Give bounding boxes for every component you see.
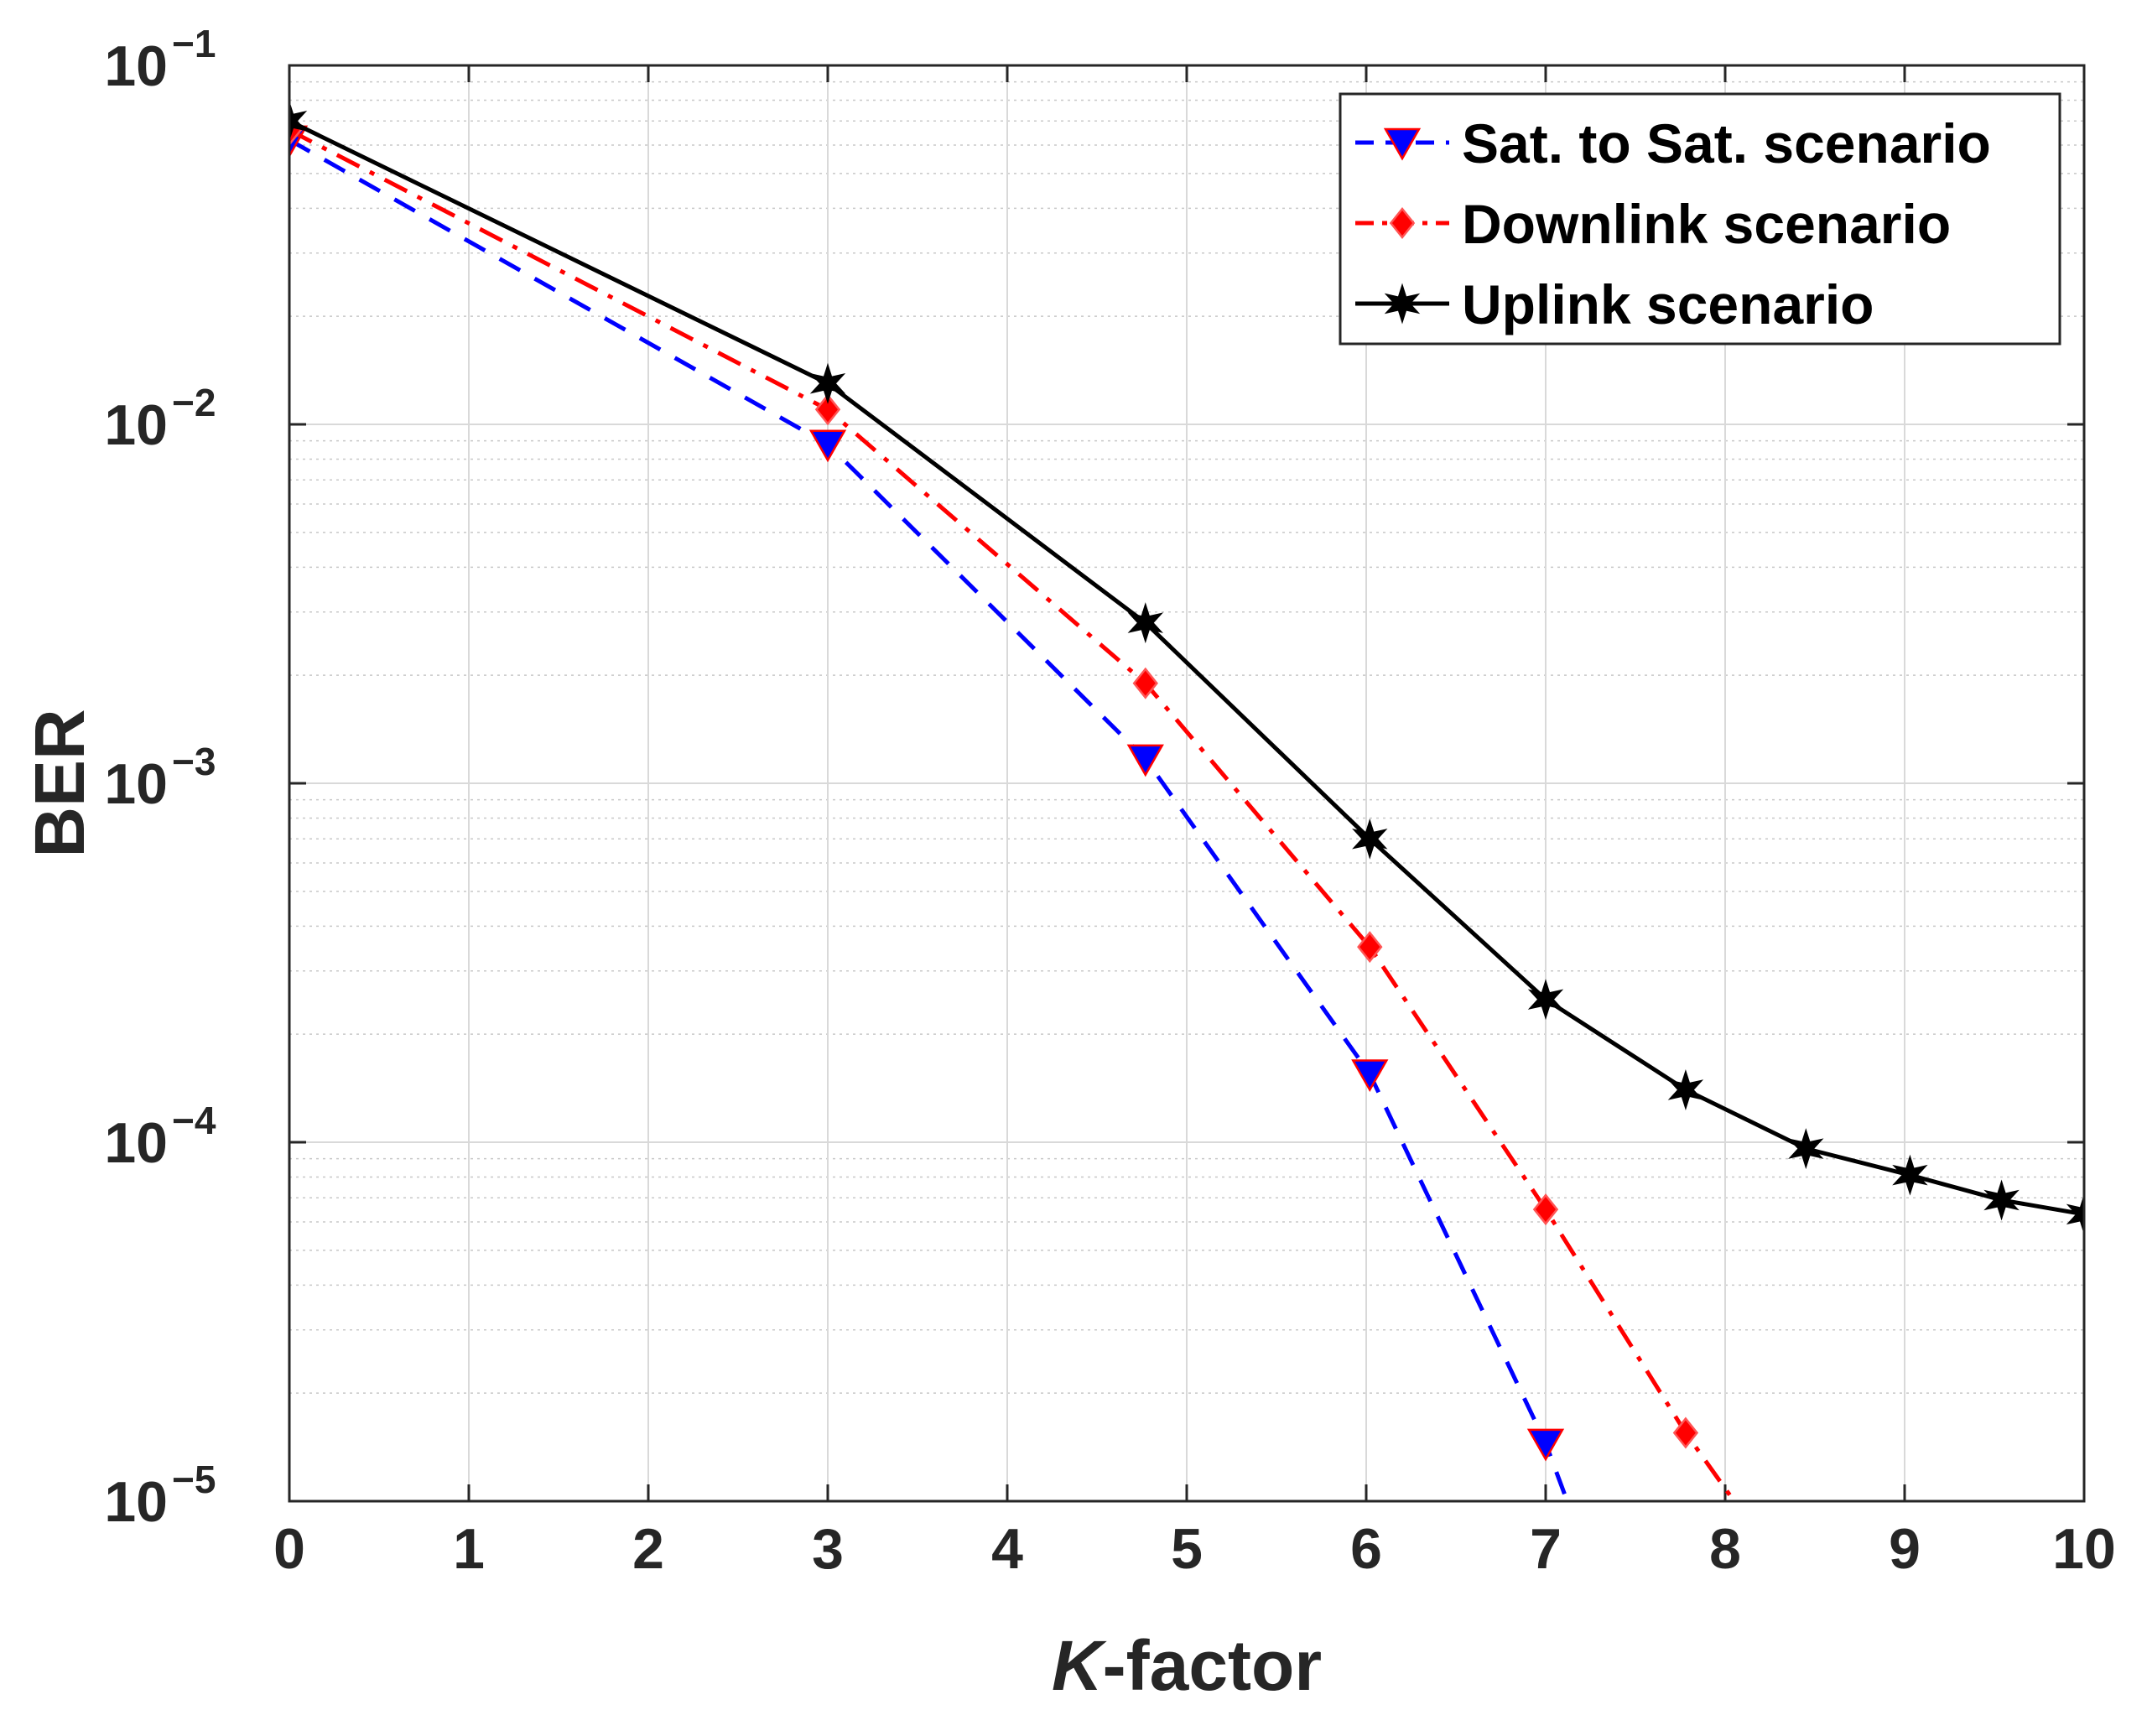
data-point (1892, 1154, 1928, 1196)
legend-label: Uplink scenario (1462, 273, 1874, 335)
data-point (1532, 1193, 1559, 1226)
data-point (1788, 1128, 1824, 1170)
legend-marker (1383, 127, 1422, 161)
legend-label: Sat. to Sat. scenario (1462, 112, 1991, 174)
x-tick-label: 5 (1171, 1517, 1203, 1581)
star-marker (1892, 1154, 1928, 1196)
data-point (1983, 1179, 2020, 1221)
data-point (808, 429, 847, 463)
y-tick-base: 10 (104, 34, 168, 98)
star-marker (1352, 818, 1388, 860)
y-tick-base: 10 (104, 1111, 168, 1175)
data-point (1672, 1416, 1699, 1449)
triangle-marker (1526, 1428, 1565, 1462)
x-tick-label: 10 (2052, 1517, 2116, 1581)
y-tick-exponent: −4 (172, 1099, 216, 1142)
diamond-marker (1357, 931, 1383, 964)
star-marker (809, 362, 846, 404)
data-point (1126, 744, 1164, 777)
y-tick-label: 10 (104, 34, 168, 98)
star-marker (1384, 283, 1421, 325)
y-tick-base: 10 (104, 1470, 168, 1534)
legend-box (1339, 92, 2061, 346)
x-tick-label: 3 (812, 1517, 844, 1581)
data-point (1127, 602, 1163, 644)
x-tick-label: 1 (453, 1517, 485, 1581)
legend-marker (1384, 283, 1421, 325)
data-point (289, 100, 308, 142)
data-point (1357, 931, 1383, 964)
star-marker (289, 100, 308, 142)
data-point (1352, 818, 1388, 860)
star-marker (1527, 979, 1564, 1021)
legend-marker (1389, 206, 1416, 240)
triangle-marker (1126, 744, 1164, 777)
star-marker (1983, 1179, 2020, 1221)
y-tick-exponent: −1 (172, 22, 216, 65)
x-tick-labels: 0 1 2 3 4 5 6 7 8 9 10 (273, 1517, 2116, 1581)
data-point (1527, 979, 1564, 1021)
y-tick-label: 10 (104, 752, 168, 816)
series-3 (289, 100, 2084, 1235)
star-marker (2066, 1193, 2084, 1235)
star-marker (1667, 1068, 1704, 1110)
legend-label: Downlink scenario (1462, 193, 1951, 255)
data-point (1351, 1059, 1389, 1093)
diamond-marker (1532, 1193, 1559, 1226)
y-tick-exponent: −3 (172, 740, 216, 783)
legend-item: Downlink scenario (1355, 193, 1951, 255)
series-line (289, 119, 2084, 1217)
data-point (2066, 1193, 2084, 1235)
triangle-marker (1351, 1059, 1389, 1093)
y-axis-title: BER (20, 709, 99, 857)
x-axis-title-italic: K (1052, 1626, 1107, 1705)
data-point (809, 362, 846, 404)
y-tick-label: 10 (104, 1470, 168, 1534)
diamond-marker (814, 393, 841, 426)
y-tick-label: 10 (104, 1111, 168, 1175)
y-tick-exponent: −2 (172, 381, 216, 424)
star-marker (1788, 1128, 1824, 1170)
series-1 (289, 125, 1570, 1501)
y-tick-labels: 10−110−210−310−410−5 (104, 22, 216, 1534)
x-tick-label: 2 (632, 1517, 664, 1581)
y-tick-label: 10 (104, 393, 168, 457)
x-tick-label: 7 (1530, 1517, 1562, 1581)
data-point (1132, 667, 1158, 699)
y-tick-base: 10 (104, 393, 168, 457)
x-tick-label: 0 (273, 1517, 305, 1581)
data-point (814, 393, 841, 426)
x-tick-label: 8 (1709, 1517, 1741, 1581)
legend: Sat. to Sat. scenario Downlink scenario Up… (1339, 92, 2061, 346)
series-group (289, 100, 2084, 1501)
y-tick-base: 10 (104, 752, 168, 816)
diamond-marker (1389, 206, 1416, 240)
triangle-marker (808, 429, 847, 463)
x-tick-label: 4 (991, 1517, 1023, 1581)
data-point (1526, 1428, 1565, 1462)
grid-lines (289, 65, 2085, 1502)
diamond-marker (1132, 667, 1158, 699)
diamond-marker (1672, 1416, 1699, 1449)
star-marker (1127, 602, 1163, 644)
x-axis-title: K-factor (1052, 1626, 1322, 1705)
legend-item: Uplink scenario (1355, 273, 1874, 335)
data-point (1667, 1068, 1704, 1110)
y-tick-exponent: −5 (172, 1458, 216, 1501)
x-axis-title-rest: -factor (1103, 1626, 1322, 1705)
legend-item: Sat. to Sat. scenario (1355, 112, 1991, 174)
triangle-marker (1383, 127, 1422, 161)
plot-border (288, 64, 2086, 1503)
x-tick-label: 6 (1350, 1517, 1382, 1581)
x-tick-label: 9 (1889, 1517, 1921, 1581)
